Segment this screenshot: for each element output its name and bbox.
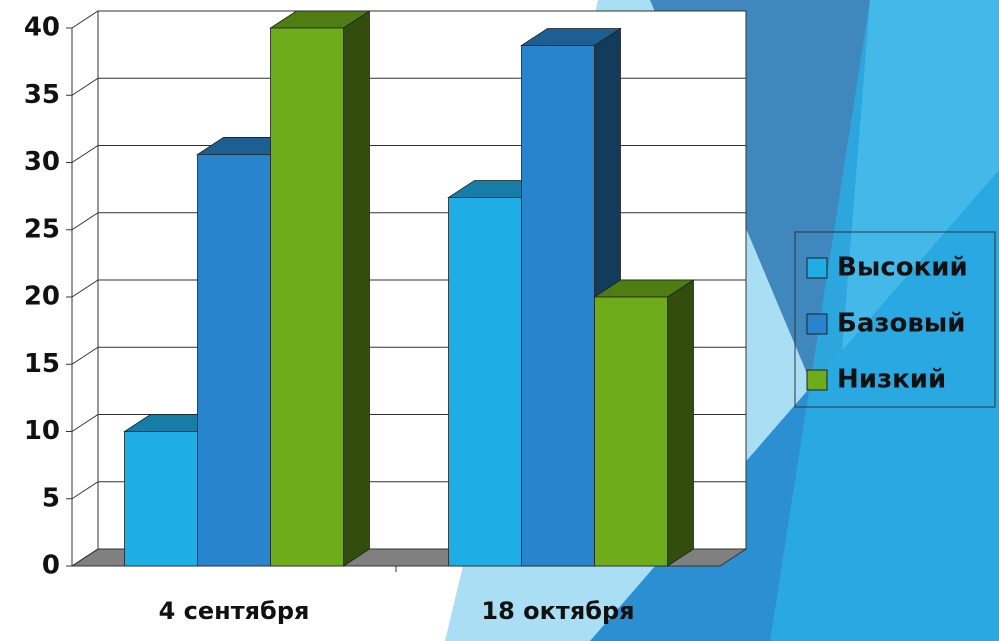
bar xyxy=(594,296,668,567)
legend-box xyxy=(794,231,996,408)
bar xyxy=(521,45,595,567)
legend-label: Низкий xyxy=(837,365,946,395)
bar xyxy=(270,27,344,567)
bar xyxy=(124,431,198,567)
bar xyxy=(197,154,271,567)
legend-swatch xyxy=(806,313,828,335)
y-tick-label: 30 xyxy=(24,147,60,177)
grid-line xyxy=(71,10,746,29)
chart: 0 5 10 15 20 25 30 35 40 4 сентября 18 октября Высо… xyxy=(24,10,996,625)
y-tick-label: 20 xyxy=(24,282,60,312)
legend-swatch xyxy=(806,369,828,391)
x-tick-label: 18 октября xyxy=(481,597,634,625)
y-tick-label: 15 xyxy=(24,349,60,379)
y-tick-label: 25 xyxy=(24,214,60,244)
y-tick-label: 0 xyxy=(42,551,60,581)
y-tick-label: 5 xyxy=(42,483,60,513)
y-tick-label: 35 xyxy=(24,80,60,110)
y-tick-label: 10 xyxy=(24,416,60,446)
y-tick-label: 40 xyxy=(24,13,60,43)
bar-side xyxy=(343,10,370,567)
legend-label: Высокий xyxy=(837,253,968,283)
legend-swatch xyxy=(806,257,828,279)
x-tick-label: 4 сентября xyxy=(159,597,310,625)
bg-shape xyxy=(770,0,999,641)
bar-side xyxy=(667,279,694,567)
legend-label: Базовый xyxy=(837,309,966,339)
bar xyxy=(448,197,522,567)
